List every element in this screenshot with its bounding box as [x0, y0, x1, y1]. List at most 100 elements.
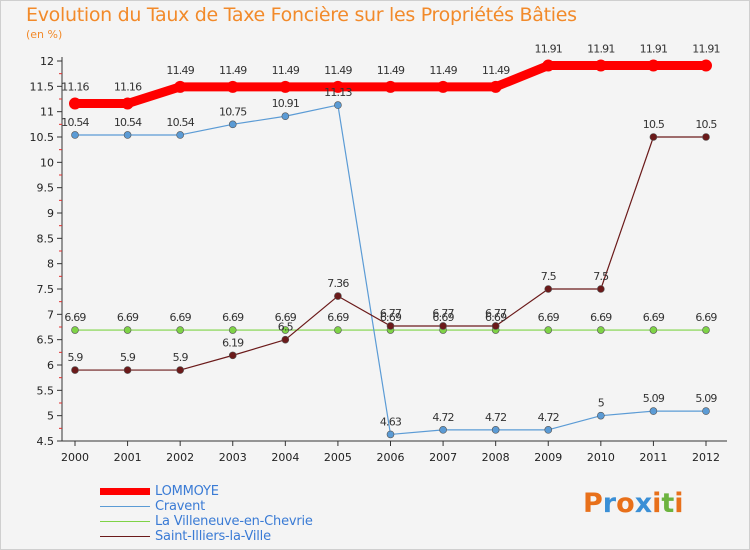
- series-line-1: [74, 104, 707, 436]
- data-point: [700, 59, 712, 72]
- data-point: [228, 326, 237, 334]
- data-label: 11.49: [272, 64, 300, 77]
- data-label: 11.91: [535, 43, 563, 56]
- data-label: 11.49: [219, 64, 247, 77]
- data-label: 5.09: [695, 392, 717, 405]
- x-tick-label: 2008: [482, 451, 510, 464]
- legend-label-saint-illiers: Saint-Illiers-la-Ville: [155, 529, 271, 544]
- data-point: [281, 335, 290, 344]
- y-tick-label: 10.5: [30, 131, 55, 144]
- legend-swatch-saint-illiers: [100, 536, 150, 537]
- data-point: [439, 426, 447, 434]
- data-label: 10.5: [643, 118, 665, 131]
- data-point: [597, 326, 605, 334]
- data-label: 11.49: [429, 64, 457, 77]
- logo-letter: x: [634, 488, 653, 519]
- proxiti-logo: Proxiti: [583, 488, 684, 519]
- data-point: [491, 322, 500, 330]
- y-tick-label: 10: [40, 156, 54, 169]
- data-label: 11.16: [114, 81, 142, 94]
- data-point: [384, 80, 397, 93]
- y-tick-label: 6.5: [37, 334, 55, 347]
- data-label: 5.09: [643, 392, 665, 405]
- data-point: [386, 430, 395, 439]
- data-label: 6.77: [432, 307, 454, 320]
- legend-swatch-cravent: [100, 506, 150, 507]
- data-label: 6.77: [485, 307, 507, 320]
- data-point: [334, 101, 342, 109]
- data-label: 4.72: [538, 411, 559, 424]
- data-point: [702, 133, 710, 141]
- data-point: [439, 322, 447, 330]
- x-tick-label: 2004: [271, 451, 299, 464]
- y-tick-label: 6: [47, 359, 54, 372]
- data-label: 11.91: [587, 43, 615, 56]
- data-point: [123, 131, 132, 139]
- series-layer: [69, 59, 712, 439]
- logo-letter: i: [674, 488, 684, 519]
- data-point: [69, 97, 81, 110]
- data-point: [649, 326, 658, 334]
- y-tick-label: 11: [40, 106, 54, 119]
- data-label: 10.54: [61, 116, 89, 129]
- data-label: 5.9: [120, 351, 136, 364]
- y-tick-label: 7.5: [37, 283, 55, 296]
- data-point: [437, 80, 450, 93]
- legend-label-lommoye: LOMMOYE: [155, 484, 219, 499]
- data-point: [71, 131, 79, 139]
- data-label: 11.49: [166, 64, 194, 77]
- data-label: 11.49: [482, 64, 510, 77]
- logo-letter: P: [583, 488, 603, 519]
- data-point: [544, 285, 553, 293]
- y-tick-label: 5: [47, 410, 54, 423]
- data-point: [281, 112, 290, 121]
- axes: 4.5 5 5.5 6 6.5 7 7.5 8 8.5 9 9.5 10 10.5 11 11.5 12 200…: [30, 55, 727, 464]
- x-tick-label: 2007: [429, 451, 457, 464]
- data-point: [123, 366, 132, 374]
- data-label: 6.69: [327, 311, 349, 324]
- chart-title: Evolution du Taux de Taxe Foncière sur l…: [26, 4, 577, 26]
- data-label: 6.69: [432, 311, 454, 324]
- data-label: 6.69: [643, 311, 665, 324]
- data-label: 10.91: [272, 97, 300, 110]
- data-point: [544, 426, 553, 434]
- x-tick-label: 2012: [692, 451, 720, 464]
- data-point: [331, 80, 344, 93]
- data-point: [334, 326, 342, 334]
- legend-label-cravent: Cravent: [155, 499, 206, 514]
- data-label: 11.13: [324, 86, 352, 99]
- data-point: [491, 426, 500, 434]
- legend-label-la-villeneuve: La Villeneuve-en-Chevrie: [155, 514, 313, 529]
- y-tick-label: 4.5: [37, 435, 55, 448]
- data-label: 11.16: [61, 81, 89, 94]
- data-point: [489, 80, 502, 93]
- y-tick-label: 5.5: [37, 384, 55, 397]
- data-label: 6.69: [695, 311, 717, 324]
- x-tick-label: 2003: [219, 451, 247, 464]
- data-point: [702, 326, 710, 334]
- x-tick-label: 2005: [324, 451, 352, 464]
- data-label: 10.54: [114, 116, 142, 129]
- data-point: [544, 326, 553, 334]
- data-point: [334, 292, 342, 300]
- x-tick-label: 2011: [639, 451, 667, 464]
- data-point: [226, 80, 239, 93]
- data-point: [597, 411, 605, 420]
- data-point: [174, 80, 187, 93]
- data-label: 4.63: [380, 415, 402, 428]
- y-tick-label: 8: [47, 258, 54, 271]
- series-line-3: [74, 136, 707, 371]
- data-point: [647, 59, 660, 72]
- x-tick-label: 2010: [587, 451, 615, 464]
- data-point: [649, 133, 658, 141]
- data-point: [176, 326, 184, 334]
- data-label: 4.72: [485, 411, 506, 424]
- data-label: 10.5: [695, 118, 717, 131]
- logo-letter: o: [616, 488, 635, 519]
- data-label: 6.69: [222, 311, 244, 324]
- data-point: [228, 351, 237, 360]
- data-label: 7.5: [593, 270, 609, 283]
- data-label: 10.75: [219, 105, 247, 118]
